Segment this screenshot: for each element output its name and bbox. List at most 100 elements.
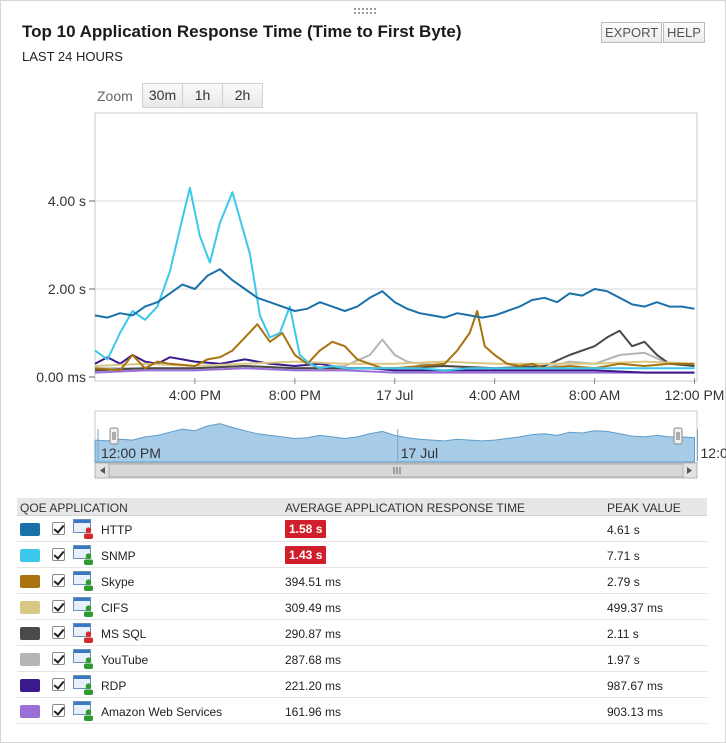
- series-visibility-checkbox[interactable]: [52, 574, 65, 587]
- export-button[interactable]: EXPORT: [601, 22, 663, 43]
- drag-handle-icon[interactable]: [353, 7, 377, 15]
- series-color-swatch: [20, 679, 40, 692]
- application-icon: [73, 545, 95, 565]
- scroll-thumb[interactable]: [108, 463, 684, 478]
- legend-row[interactable]: YouTube 287.68 ms 1.97 s: [17, 646, 707, 672]
- user-status-icon: [84, 657, 93, 669]
- peak-value: 987.67 ms: [607, 679, 664, 693]
- legend-row[interactable]: Amazon Web Services 161.96 ms 903.13 ms: [17, 698, 707, 724]
- legend-row[interactable]: SNMP 1.43 s 7.71 s: [17, 542, 707, 568]
- x-tick-label: 17 Jul: [376, 387, 413, 403]
- legend-header: QOE APPLICATION AVERAGE APPLICATION RESP…: [17, 498, 707, 516]
- x-tick-label: 4:00 AM: [469, 387, 520, 403]
- legend-row[interactable]: Skype 394.51 ms 2.79 s: [17, 568, 707, 594]
- application-name: YouTube: [101, 653, 149, 667]
- average-response-value: 161.96 ms: [285, 705, 342, 719]
- x-tick-label: 8:00 AM: [569, 387, 620, 403]
- series-color-swatch: [20, 653, 40, 666]
- application-name: CIFS: [101, 601, 129, 615]
- series-lines: [94, 186, 695, 374]
- user-status-icon: [84, 631, 93, 643]
- average-response-value: 309.49 ms: [285, 601, 342, 615]
- series-visibility-checkbox[interactable]: [52, 678, 65, 691]
- series-line-snmp[interactable]: [94, 186, 695, 372]
- legend-row[interactable]: MS SQL 290.87 ms 2.11 s: [17, 620, 707, 646]
- series-line-http[interactable]: [94, 268, 695, 319]
- navigator-area: [94, 423, 695, 463]
- application-icon: [73, 701, 95, 721]
- legend-row[interactable]: HTTP 1.58 s 4.61 s: [17, 516, 707, 542]
- peak-value: 1.97 s: [607, 653, 640, 667]
- plot-area: [94, 112, 698, 382]
- series-visibility-checkbox[interactable]: [52, 704, 65, 717]
- header-peak-value: PEAK VALUE: [607, 501, 681, 515]
- legend-row[interactable]: CIFS 309.49 ms 499.37 ms: [17, 594, 707, 620]
- x-axis: 4:00 PM 8:00 PM 17 Jul 4:00 AM 8:00 AM 12:00 …: [169, 378, 725, 403]
- series-visibility-checkbox[interactable]: [52, 548, 65, 561]
- application-icon: [73, 649, 95, 669]
- series-visibility-checkbox[interactable]: [52, 626, 65, 639]
- y-axis: 0.00 ms 2.00 s 4.00 s: [36, 193, 95, 385]
- x-tick-label: 12:00 PM: [665, 387, 725, 403]
- peak-value: 903.13 ms: [607, 705, 664, 719]
- series-color-swatch: [20, 627, 40, 640]
- y-tick-label: 0.00 ms: [36, 369, 86, 385]
- y-tick-label: 2.00 s: [48, 281, 86, 297]
- application-name: Skype: [101, 575, 135, 589]
- user-status-icon: [84, 579, 93, 591]
- peak-value: 4.61 s: [607, 523, 640, 537]
- time-range-label: LAST 24 HOURS: [22, 49, 123, 64]
- user-status-icon: [84, 683, 93, 695]
- average-response-value: 394.51 ms: [285, 575, 342, 589]
- navigator-axis: 12:00 PM 17 Jul 12:0: [97, 429, 726, 461]
- average-response-value: 1.58 s: [285, 520, 327, 538]
- application-icon: [73, 571, 95, 591]
- response-time-chart: 0.00 ms 2.00 s 4.00 s 4:00 PM 8:00 PM 17 Jul…: [36, 112, 726, 479]
- application-name: HTTP: [101, 523, 133, 537]
- navigator-right-handle[interactable]: [673, 427, 683, 445]
- series-line-ms-sql[interactable]: [94, 329, 695, 372]
- peak-value: 7.71 s: [607, 549, 640, 563]
- series-line-rdp[interactable]: [94, 354, 695, 374]
- widget-title: Top 10 Application Response Time (Time t…: [22, 22, 462, 41]
- application-icon: [73, 675, 95, 695]
- application-name: SNMP: [101, 549, 136, 563]
- series-visibility-checkbox[interactable]: [52, 600, 65, 613]
- peak-value: 2.11 s: [607, 627, 639, 641]
- series-line-amazon-web-services[interactable]: [94, 367, 695, 374]
- user-status-icon: [84, 553, 93, 565]
- zoom-1h-button[interactable]: 1h: [182, 83, 223, 108]
- x-tick-label: 4:00 PM: [169, 387, 221, 403]
- zoom-label: Zoom: [97, 88, 133, 104]
- navigator-scrollbar[interactable]: [94, 462, 698, 479]
- application-name: Amazon Web Services: [101, 705, 223, 719]
- application-legend-table: QOE APPLICATION AVERAGE APPLICATION RESP…: [17, 498, 707, 724]
- application-name: MS SQL: [101, 627, 147, 641]
- series-visibility-checkbox[interactable]: [52, 652, 65, 665]
- series-color-swatch: [20, 601, 40, 614]
- average-response-value: 1.43 s: [285, 546, 327, 564]
- peak-value: 499.37 ms: [607, 601, 664, 615]
- series-visibility-checkbox[interactable]: [52, 522, 65, 535]
- help-button[interactable]: HELP: [663, 22, 705, 43]
- average-response-value: 290.87 ms: [285, 627, 342, 641]
- average-response-value: 221.20 ms: [285, 679, 342, 693]
- series-color-swatch: [20, 523, 40, 536]
- series-color-swatch: [20, 575, 40, 588]
- header-qoe-application: QOE APPLICATION: [20, 501, 128, 515]
- zoom-2h-button[interactable]: 2h: [222, 83, 263, 108]
- legend-row[interactable]: RDP 221.20 ms 987.67 ms: [17, 672, 707, 698]
- series-line-skype[interactable]: [94, 310, 695, 372]
- legend-rows: HTTP 1.58 s 4.61 s SNMP 1.43 s 7.71 s Skype 394…: [17, 516, 707, 724]
- application-icon: [73, 623, 95, 643]
- application-name: RDP: [101, 679, 127, 693]
- application-icon: [73, 597, 95, 617]
- series-color-swatch: [20, 549, 40, 562]
- user-status-icon: [84, 709, 93, 721]
- navigator-left-handle[interactable]: [109, 427, 119, 445]
- scroll-right-arrow-icon: [687, 467, 692, 474]
- average-response-value: 287.68 ms: [285, 653, 342, 667]
- series-color-swatch: [20, 705, 40, 718]
- scroll-left-arrow-icon: [100, 467, 105, 474]
